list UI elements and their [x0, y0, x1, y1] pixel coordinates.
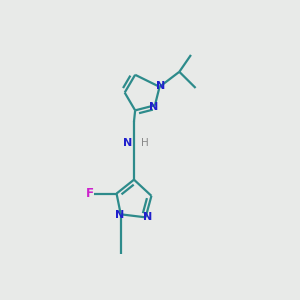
Text: N: N [156, 81, 165, 91]
Text: N: N [143, 212, 152, 222]
Text: H: H [141, 138, 149, 148]
Text: F: F [86, 187, 94, 200]
Text: N: N [123, 138, 132, 148]
Text: N: N [115, 211, 124, 220]
Text: N: N [149, 102, 158, 112]
